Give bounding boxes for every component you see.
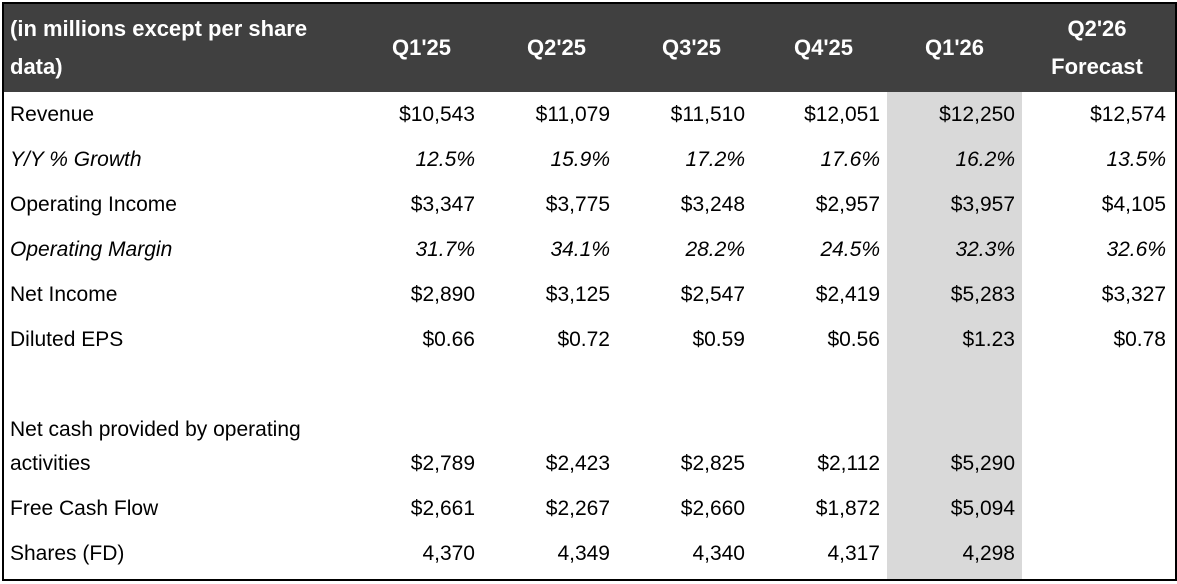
cell-q1-25: $2,789 xyxy=(410,452,475,475)
cell-q3-25: 17.2% xyxy=(685,148,745,171)
header-units-label: (in millions except per share data) xyxy=(10,16,308,79)
cell-q3-25: $11,510 xyxy=(670,103,745,126)
cell-q2-25: $0.72 xyxy=(557,328,610,351)
cell-q3-25: $2,825 xyxy=(680,452,745,475)
cell-q1-25: $2,890 xyxy=(410,283,475,306)
row-label: Y/Y % Growth xyxy=(10,148,142,171)
row-label: Diluted EPS xyxy=(10,328,124,351)
cell-q1-26: 16.2% xyxy=(955,148,1015,171)
cell-q1-26: $12,250 xyxy=(939,103,1015,126)
cell-q1-26: $1.23 xyxy=(962,328,1015,351)
header-col-q4-25: Q4'25 xyxy=(793,35,854,60)
highlighted-column-q1-26 xyxy=(887,4,1022,579)
cell-q2-26-forecast: $4,105 xyxy=(1101,193,1166,216)
cell-q1-26: 32.3% xyxy=(955,238,1015,261)
cell-q1-26: $5,290 xyxy=(950,452,1015,475)
row-label: Operating Margin xyxy=(10,238,173,261)
header-col-q2-25: Q2'25 xyxy=(526,35,587,60)
cell-q3-25: $0.59 xyxy=(692,328,745,351)
cell-q2-25: $3,125 xyxy=(545,283,610,306)
cell-q1-25: 4,370 xyxy=(422,542,475,565)
cell-q1-25: $3,347 xyxy=(410,193,475,216)
cell-q1-25: $2,661 xyxy=(410,497,475,520)
cell-q2-25: $2,423 xyxy=(545,452,610,475)
header-col-q3-25: Q3'25 xyxy=(661,35,722,60)
row-label: Shares (FD) xyxy=(10,542,125,565)
cell-q4-25: $12,051 xyxy=(804,103,880,126)
row-label: Net Income xyxy=(10,283,118,306)
cell-q1-25: $0.66 xyxy=(422,328,475,351)
header-col-q1-25: Q1'25 xyxy=(391,35,452,60)
cell-q2-26-forecast: 13.5% xyxy=(1106,148,1166,171)
cell-q4-25: $1,872 xyxy=(815,497,880,520)
cell-q2-26-forecast: $3,327 xyxy=(1101,283,1166,306)
cell-q1-26: 4,298 xyxy=(962,542,1015,565)
cell-q1-26: $5,283 xyxy=(950,283,1015,306)
cell-q4-25: 17.6% xyxy=(820,148,880,171)
cell-q4-25: $0.56 xyxy=(827,328,880,351)
cell-q2-26-forecast: 32.6% xyxy=(1106,238,1166,261)
cell-q2-25: 15.9% xyxy=(550,148,610,171)
cell-q4-25: 4,317 xyxy=(827,542,880,565)
cell-q1-26: $5,094 xyxy=(950,497,1015,520)
cell-q4-25: $2,112 xyxy=(817,452,880,475)
row-label: Revenue xyxy=(10,103,95,126)
cell-q2-26-forecast: $0.78 xyxy=(1113,328,1166,351)
cell-q2-25: $11,079 xyxy=(535,103,610,126)
cell-q2-25: $2,267 xyxy=(545,497,610,520)
cell-q2-26-forecast: $12,574 xyxy=(1090,103,1166,126)
cell-q4-25: 24.5% xyxy=(820,238,880,261)
header-col-q2-26-forecast: Q2'26 Forecast xyxy=(1051,16,1143,79)
header-col-q1-26: Q1'26 xyxy=(924,35,985,60)
cell-q2-25: 4,349 xyxy=(557,542,610,565)
cell-q3-25: $3,248 xyxy=(680,193,745,216)
cell-q1-25: 31.7% xyxy=(415,238,475,261)
table-header: (in millions except per share data) Q1'2… xyxy=(4,4,1175,92)
cell-q1-26: $3,957 xyxy=(950,193,1015,216)
cell-q4-25: $2,957 xyxy=(815,193,880,216)
cell-q3-25: 28.2% xyxy=(685,238,745,261)
row-label: Operating Income xyxy=(10,193,177,216)
cell-q2-25: 34.1% xyxy=(550,238,610,261)
row-label: Net cash provided by operating activitie… xyxy=(10,418,301,475)
cell-q1-25: $10,543 xyxy=(399,103,475,126)
cell-q2-25: $3,775 xyxy=(545,193,610,216)
cell-q4-25: $2,419 xyxy=(815,283,880,306)
cell-q3-25: 4,340 xyxy=(692,542,745,565)
cell-q3-25: $2,547 xyxy=(680,283,745,306)
row-label: Free Cash Flow xyxy=(10,497,159,520)
cell-q3-25: $2,660 xyxy=(680,497,745,520)
cell-q1-25: 12.5% xyxy=(415,148,475,171)
